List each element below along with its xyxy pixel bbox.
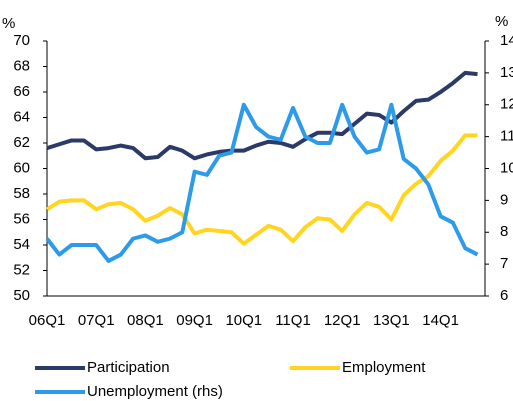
series-line (45, 133, 478, 246)
y-tick-label: 56 (13, 210, 30, 227)
x-tick-label: 09Q1 (176, 312, 213, 329)
y-tick-label: 68 (13, 57, 30, 74)
x-tick-label: 06Q1 (29, 312, 66, 329)
x-tick-label: 10Q1 (225, 312, 262, 329)
legend-label: Participation (87, 359, 170, 376)
y2-tick-label: 8 (500, 223, 508, 240)
y2-tick-label: 6 (500, 287, 508, 304)
y-tick-label: 58 (13, 185, 30, 202)
y2-tick-label: 12 (500, 96, 513, 113)
y-axis-label: % (2, 15, 15, 32)
y2-tick-label: 10 (500, 159, 513, 176)
y-tick-label: 62 (13, 134, 30, 151)
y-tick-label: 60 (13, 159, 30, 176)
y2-tick-label: 13 (500, 64, 513, 81)
x-tick-label: 13Q1 (373, 312, 410, 329)
y-tick-label: 52 (13, 261, 30, 278)
x-tick-label: 07Q1 (78, 312, 115, 329)
y-tick-label: 50 (13, 287, 30, 304)
y-tick-label: 70 (13, 32, 30, 49)
y2-tick-label: 11 (500, 128, 513, 145)
y2-axis-label: % (495, 13, 508, 30)
y2-tick-label: 7 (500, 255, 508, 272)
y2-tick-label: 9 (500, 191, 508, 208)
x-tick-label: 12Q1 (324, 312, 361, 329)
x-tick-label: 11Q1 (275, 312, 311, 329)
y-tick-label: 54 (13, 236, 30, 253)
y2-tick-label: 14 (500, 32, 513, 49)
x-tick-label: 14Q1 (422, 312, 459, 329)
series-line (46, 70, 478, 161)
x-tick-label: 08Q1 (127, 312, 164, 329)
y-tick-label: 66 (13, 83, 30, 100)
legend-label: Unemployment (rhs) (87, 383, 223, 400)
series-line (45, 102, 479, 263)
legend-label: Employment (342, 359, 426, 376)
y-tick-label: 64 (13, 108, 30, 125)
